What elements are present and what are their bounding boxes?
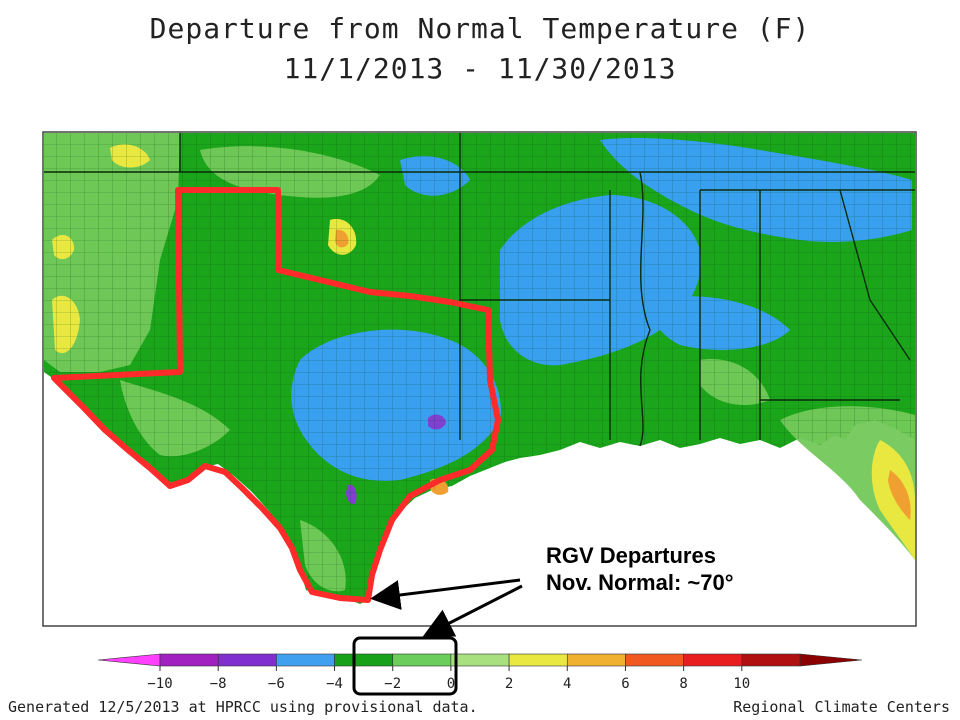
legend-swatch [334, 653, 394, 667]
annotation-line1: RGV Departures [546, 543, 716, 568]
legend-tick-label: 2 [505, 676, 513, 692]
legend-tick-label: 10 [733, 676, 750, 692]
color-legend: −10 −8 −6 −4 −2 0 2 4 6 8 10 [97, 653, 863, 692]
footer-source: Regional Climate Centers [733, 698, 950, 716]
date-range: 11/1/2013 - 11/30/2013 [283, 52, 677, 85]
legend-tick-label: 4 [563, 676, 571, 692]
annotation-line2: Nov. Normal: ~70° [546, 570, 734, 595]
legend-swatch [276, 653, 335, 667]
texas-outline [51, 187, 501, 603]
legend-swatch [450, 653, 510, 667]
legend-swatch [217, 653, 277, 667]
legend-tick-label: 6 [621, 676, 629, 692]
legend-tick-label: −2 [384, 676, 401, 692]
legend-tick-label: −6 [268, 676, 285, 692]
legend-swatch [625, 653, 684, 667]
annotation-arrows [370, 578, 523, 637]
footer-generated: Generated 12/5/2013 at HPRCC using provi… [8, 698, 478, 716]
county-boundaries [44, 133, 915, 604]
legend-swatch [159, 653, 219, 667]
legend-swatch [683, 653, 743, 667]
legend-swatch [566, 653, 626, 667]
highlight-box [352, 636, 458, 696]
state-boundaries [44, 133, 915, 447]
legend-swatch [741, 653, 801, 667]
legend-tick-label: 0 [447, 676, 455, 692]
legend-tick-label: 8 [679, 676, 687, 692]
legend-tick-label: −10 [147, 676, 172, 692]
legend-swatch [508, 653, 568, 667]
legend-tick-label: −4 [326, 676, 343, 692]
map-title: Departure from Normal Temperature (F) [149, 12, 811, 45]
legend-under-arrow [97, 653, 161, 667]
legend-tick-label: −8 [210, 676, 227, 692]
legend-swatch [392, 653, 452, 667]
legend-over-arrow [799, 653, 863, 667]
